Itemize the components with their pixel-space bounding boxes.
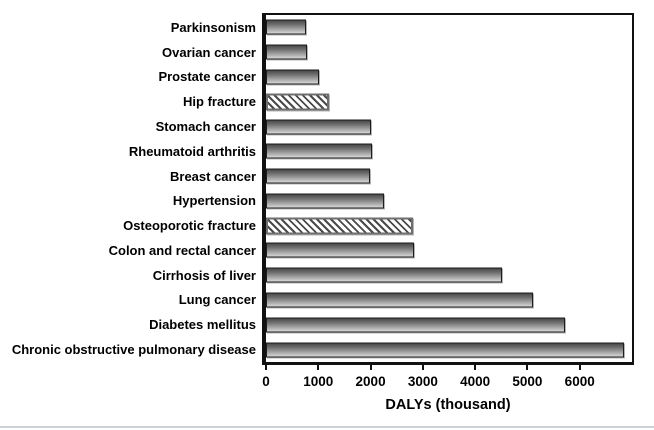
x-tick-mark — [526, 365, 529, 370]
bar-row: Stomach cancer — [0, 114, 632, 139]
x-tick-label: 2000 — [355, 374, 386, 389]
category-label: Breast cancer — [170, 168, 256, 184]
category-label: Parkinsonism — [170, 19, 256, 35]
category-label: Stomach cancer — [155, 119, 256, 135]
bar-stomach-cancer — [266, 119, 371, 135]
bar-track — [266, 238, 632, 263]
bar-track — [266, 89, 632, 114]
x-tick-mark — [474, 365, 477, 370]
bar-row: Diabetes mellitus — [0, 312, 632, 337]
bar-colon-and-rectal-cancer — [266, 242, 415, 258]
hatched-bar-osteoporotic-fracture — [266, 217, 414, 235]
category-label: Osteoporotic fracture — [123, 218, 256, 234]
x-tick-label: 4000 — [460, 374, 491, 389]
x-tick-mark — [317, 365, 320, 370]
bar-lung-cancer — [266, 292, 533, 308]
bar-row: Chronic obstructive pulmonary disease — [0, 337, 632, 362]
bar-row: Rheumatoid arthritis — [0, 139, 632, 164]
bar-row: Breast cancer — [0, 164, 632, 189]
bar-chronic-obstructive-pulmonary-disease — [266, 342, 625, 358]
x-tick-mark — [265, 365, 267, 370]
bar-prostate-cancer — [266, 69, 320, 85]
category-label: Ovarian cancer — [162, 44, 256, 60]
bar-row: Cirrhosis of liver — [0, 263, 632, 288]
bar-track — [266, 114, 632, 139]
category-label: Chronic obstructive pulmonary disease — [11, 342, 256, 358]
category-label: Diabetes mellitus — [149, 317, 256, 333]
bar-row: Lung cancer — [0, 288, 632, 313]
bar-hypertension — [266, 193, 385, 209]
bar-cirrhosis-of-liver — [266, 267, 503, 283]
bar-track — [266, 15, 632, 40]
bar-row: Hypertension — [0, 188, 632, 213]
bar-row: Osteoporotic fracture — [0, 213, 632, 238]
x-axis-title: DALYs (thousand) — [385, 397, 511, 413]
x-tick-label: 6000 — [564, 374, 595, 389]
category-label: Lung cancer — [178, 292, 256, 308]
category-label: Hip fracture — [183, 94, 256, 110]
bar-row: Hip fracture — [0, 89, 632, 114]
x-tick-mark — [421, 365, 424, 370]
category-label: Colon and rectal cancer — [108, 242, 256, 258]
bar-breast-cancer — [266, 168, 371, 184]
bar-diabetes-mellitus — [266, 317, 565, 333]
x-tick-label: 0 — [262, 374, 270, 389]
x-tick-label: 1000 — [303, 374, 334, 389]
bar-rows: Parkinsonism Ovarian cancer Prostate cance… — [0, 15, 632, 362]
x-tick-mark — [578, 365, 581, 370]
category-label: Prostate cancer — [158, 69, 256, 85]
bar-track — [266, 337, 632, 362]
bar-track — [266, 213, 632, 238]
bar-row: Parkinsonism — [0, 15, 632, 40]
bar-track — [266, 263, 632, 288]
bar-row: Prostate cancer — [0, 65, 632, 90]
bar-ovarian-cancer — [266, 44, 308, 60]
bar-row: Ovarian cancer — [0, 40, 632, 65]
bar-track — [266, 139, 632, 164]
bar-track — [266, 164, 632, 189]
x-tick-label: 5000 — [512, 374, 543, 389]
category-label: Rheumatoid arthritis — [128, 143, 256, 159]
bar-track — [266, 312, 632, 337]
category-label: Hypertension — [172, 193, 256, 209]
x-tick-label: 3000 — [407, 374, 438, 389]
bar-track — [266, 65, 632, 90]
bar-track — [266, 188, 632, 213]
bar-row: Colon and rectal cancer — [0, 238, 632, 263]
bottom-divider — [0, 426, 654, 428]
bar-track — [266, 288, 632, 313]
category-label: Cirrhosis of liver — [152, 267, 256, 283]
bar-parkinsonism — [266, 19, 306, 35]
hatched-bar-hip-fracture — [266, 93, 330, 111]
x-tick-mark — [369, 365, 372, 370]
bar-rheumatoid-arthritis — [266, 143, 372, 159]
bar-track — [266, 40, 632, 65]
